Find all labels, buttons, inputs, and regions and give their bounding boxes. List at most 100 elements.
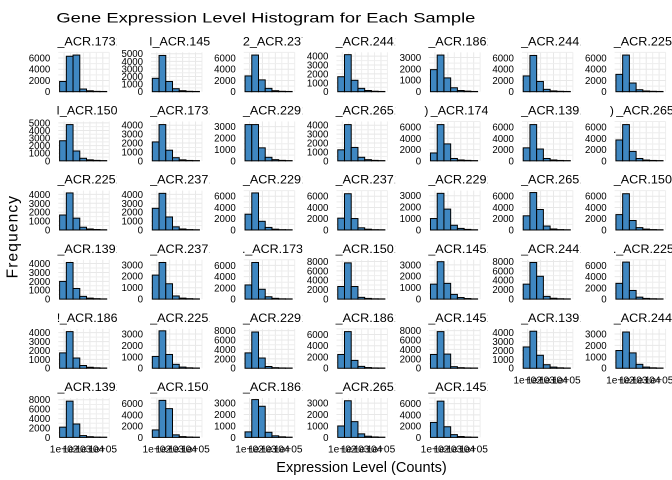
svg-text:2000: 2000 (121, 272, 143, 283)
svg-text:2000: 2000 (214, 410, 236, 421)
svg-text:1e+04: 1e+04 (354, 445, 383, 456)
svg-text:6000: 6000 (29, 53, 51, 64)
svg-text:_ACR.1501: _ACR.1501 (613, 173, 672, 187)
svg-text:4000: 4000 (214, 345, 236, 356)
svg-text:_ACR.1391: _ACR.1391 (56, 380, 123, 394)
svg-text:4000: 4000 (29, 190, 51, 201)
svg-text:0: 0 (138, 433, 144, 444)
svg-text:4000: 4000 (29, 259, 51, 270)
svg-text:1e+04: 1e+04 (539, 376, 568, 387)
svg-text:2000: 2000 (214, 354, 236, 365)
svg-text:0: 0 (416, 364, 422, 375)
svg-text:4000: 4000 (29, 414, 51, 425)
svg-text:_ACR.2371: _ACR.2371 (149, 242, 216, 256)
svg-text:4000: 4000 (492, 203, 514, 214)
svg-text:1e+03: 1e+03 (155, 445, 184, 456)
svg-text:6000: 6000 (400, 399, 422, 410)
svg-text:1e+05: 1e+05 (645, 376, 672, 387)
svg-text:4000: 4000 (307, 52, 329, 63)
svg-text:_ACR.2251: _ACR.2251 (149, 311, 216, 325)
svg-text:0: 0 (323, 87, 329, 98)
svg-text:2000: 2000 (307, 410, 329, 421)
svg-text:_ACR.2651: _ACR.2651 (520, 173, 587, 187)
svg-text:Gene Expression Level Histogra: Gene Expression Level Histogram for Each… (56, 10, 475, 26)
svg-text:_ACR.1731: _ACR.1731 (56, 34, 123, 48)
svg-text:l: l (57, 104, 60, 118)
svg-text:4000: 4000 (307, 203, 329, 214)
svg-text:1e+03: 1e+03 (248, 445, 277, 456)
svg-text:_ACR.1501: _ACR.1501 (335, 242, 402, 256)
svg-text:8000: 8000 (492, 257, 514, 268)
svg-text:_ACR.145: _ACR.145 (152, 34, 211, 48)
svg-text:6000: 6000 (214, 261, 236, 272)
svg-text:2000: 2000 (400, 203, 422, 214)
svg-text:8000: 8000 (307, 257, 329, 268)
svg-text:2000: 2000 (585, 283, 607, 294)
svg-text:_ACR.2441: _ACR.2441 (613, 311, 672, 325)
svg-text:4000: 4000 (121, 57, 143, 68)
svg-text:2000: 2000 (492, 145, 514, 156)
svg-text:4000: 4000 (492, 134, 514, 145)
svg-text:0: 0 (138, 156, 144, 167)
svg-text:0: 0 (230, 364, 236, 375)
svg-text:0: 0 (416, 156, 422, 167)
svg-text:4000: 4000 (214, 203, 236, 214)
svg-text:6000: 6000 (307, 330, 329, 341)
svg-text:6000: 6000 (492, 53, 514, 64)
svg-text:2000: 2000 (121, 341, 143, 352)
svg-text:4000: 4000 (214, 65, 236, 76)
svg-text:0: 0 (45, 295, 51, 306)
svg-text:4000: 4000 (492, 65, 514, 76)
svg-text:0: 0 (601, 87, 607, 98)
svg-text:0: 0 (601, 156, 607, 167)
svg-text:1000: 1000 (29, 286, 51, 297)
svg-text:0: 0 (509, 87, 515, 98)
svg-text:1e+05: 1e+05 (89, 445, 118, 456)
svg-text:0: 0 (601, 295, 607, 306)
svg-text:2000: 2000 (492, 76, 514, 87)
svg-text:2000: 2000 (307, 285, 329, 296)
svg-text:_ACR.2251: _ACR.2251 (613, 34, 672, 48)
svg-text:3000: 3000 (585, 329, 607, 340)
svg-text:2000: 2000 (307, 139, 329, 150)
svg-text:2000: 2000 (492, 285, 514, 296)
svg-text:3000: 3000 (492, 337, 514, 348)
svg-text:1000: 1000 (214, 145, 236, 156)
svg-text:1000: 1000 (307, 421, 329, 432)
svg-text:2000: 2000 (307, 69, 329, 80)
svg-text:1000: 1000 (121, 80, 143, 91)
svg-text:2000: 2000 (492, 346, 514, 357)
svg-text:1e+02: 1e+02 (328, 445, 357, 456)
svg-text:2000: 2000 (29, 208, 51, 219)
svg-text:4000: 4000 (585, 134, 607, 145)
svg-text:0: 0 (45, 433, 51, 444)
svg-text:.: . (242, 242, 245, 256)
svg-text:1e+04: 1e+04 (168, 445, 197, 456)
svg-text:4000: 4000 (214, 272, 236, 283)
svg-text:0: 0 (138, 225, 144, 236)
svg-text:_ACR.2371: _ACR.2371 (335, 173, 402, 187)
svg-text:0: 0 (416, 225, 422, 236)
svg-text:6000: 6000 (307, 192, 329, 203)
svg-text:_ACR.2291: _ACR.2291 (427, 173, 494, 187)
svg-text:2000: 2000 (492, 214, 514, 225)
svg-text:4000: 4000 (307, 276, 329, 287)
svg-text:3000: 3000 (307, 60, 329, 71)
svg-text:1e+03: 1e+03 (619, 376, 648, 387)
svg-text:0: 0 (45, 225, 51, 236)
svg-text:6000: 6000 (585, 53, 607, 64)
svg-text:5000: 5000 (29, 118, 51, 129)
svg-text:_ACR.1731: _ACR.1731 (149, 104, 216, 118)
svg-text:3000: 3000 (121, 64, 143, 75)
svg-text:3000: 3000 (307, 130, 329, 141)
svg-text:1000: 1000 (214, 421, 236, 432)
svg-text:0: 0 (601, 225, 607, 236)
svg-text:2000: 2000 (214, 214, 236, 225)
svg-text:3000: 3000 (121, 130, 143, 141)
svg-text:2000: 2000 (121, 72, 143, 83)
svg-text:0: 0 (509, 156, 515, 167)
svg-text:1e+02: 1e+02 (513, 376, 542, 387)
svg-text:_ACR.2651: _ACR.2651 (335, 104, 402, 118)
svg-text:1000: 1000 (307, 147, 329, 158)
svg-text:4000: 4000 (307, 121, 329, 132)
